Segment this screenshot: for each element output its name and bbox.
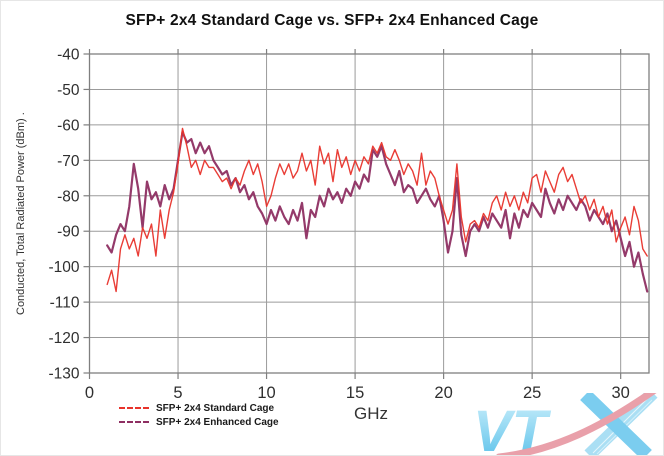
legend-label: SFP+ 2x4 Enhanced Cage: [156, 416, 279, 428]
legend-marker-standard-cage-icon: [119, 407, 149, 409]
x-tick-label: 15: [346, 384, 364, 402]
x-axis-title: GHz: [354, 404, 388, 423]
x-tick-label: 20: [434, 384, 452, 402]
y-tick-label: -90: [57, 224, 80, 241]
vtx-logo: VT: [473, 393, 658, 455]
x-tick-label: 10: [257, 384, 275, 402]
y-tick-label: -80: [57, 188, 80, 205]
y-tick-label: -120: [48, 330, 79, 347]
x-tick-label: 30: [611, 384, 629, 402]
legend-marker-enhanced-cage-icon: [119, 421, 149, 423]
plot-frame: [88, 53, 650, 374]
y-tick-label: -70: [57, 153, 80, 170]
legend-item-enhanced-cage: SFP+ 2x4 Enhanced Cage: [119, 415, 279, 429]
chart-title: SFP+ 2x4 Standard Cage vs. SFP+ 2x4 Enha…: [125, 12, 539, 29]
y-tick-label: -100: [48, 259, 79, 276]
legend-item-standard-cage: SFP+ 2x4 Standard Cage: [119, 401, 279, 415]
y-tick-label: -130: [48, 366, 79, 383]
x-tick-label: 25: [523, 384, 541, 402]
x-tick-label: 0: [85, 384, 94, 402]
vtx-swoosh-icon: [496, 393, 657, 455]
y-tick-label: -50: [57, 82, 80, 99]
series-line-sfp-2x4-enhanced-cage: [106, 130, 649, 293]
y-tick-label: -40: [57, 47, 80, 64]
vtx-x-icon: [580, 393, 658, 455]
legend-label: SFP+ 2x4 Standard Cage: [156, 402, 275, 414]
series-line-sfp-2x4-standard-cage: [106, 127, 648, 293]
y-tick-label: -60: [57, 117, 80, 134]
y-tick-label: -110: [50, 295, 80, 312]
legend: SFP+ 2x4 Standard Cage SFP+ 2x4 Enhanced…: [119, 401, 279, 429]
x-tick-label: 5: [173, 384, 182, 402]
